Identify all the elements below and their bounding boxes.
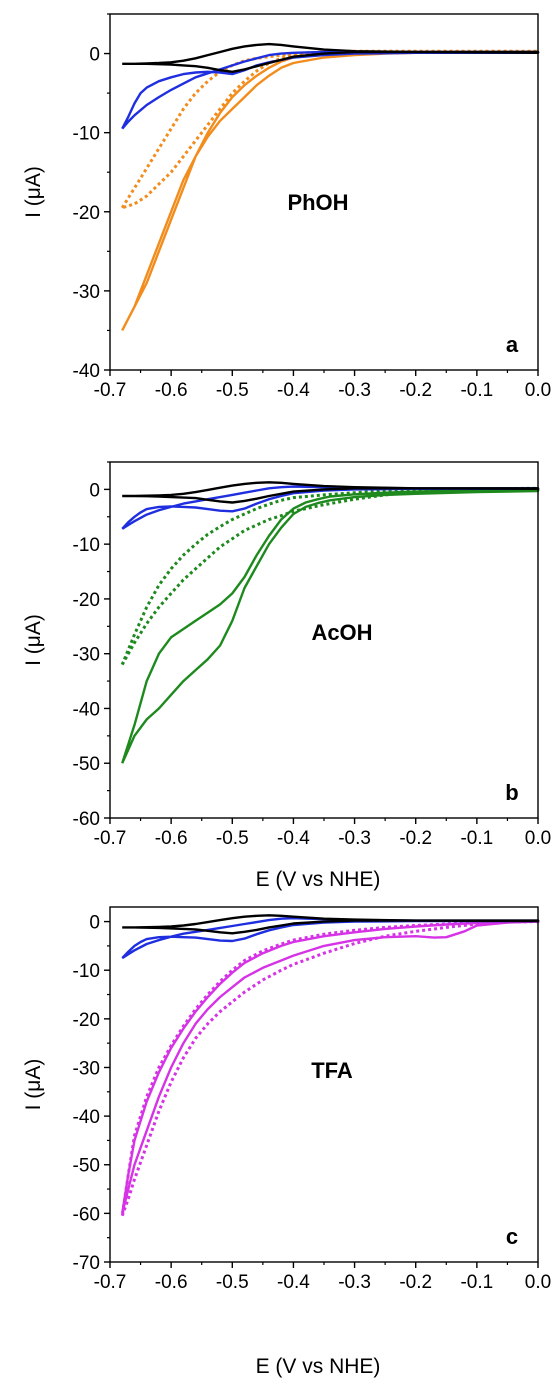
panel-a: -0.7 -0.6 -0.5 -0.4 -0.3 -0.2 -0.1 0.0 -40 -30 -20… bbox=[22, 13, 551, 401]
panel-c-x-tick-label: -0.2 bbox=[399, 1272, 432, 1293]
panel-b-x-tick-label: 0.0 bbox=[525, 828, 551, 849]
panel-c-annotation: TFA bbox=[311, 1058, 353, 1083]
panel-a-x-tick-label: -0.7 bbox=[94, 380, 127, 401]
panel-b-x-tick-label: -0.4 bbox=[277, 828, 310, 849]
panel-b-y-tick-label: 0 bbox=[89, 480, 100, 501]
panel-a-letter: a bbox=[506, 332, 519, 357]
panel-c-x-tick-label: -0.7 bbox=[94, 1272, 127, 1293]
panel-a-x-tick-label: -0.5 bbox=[216, 380, 249, 401]
panel-c-y-tick-label: -50 bbox=[73, 1156, 100, 1177]
panel-b-x-tick-label: -0.1 bbox=[460, 828, 493, 849]
panel-b-x-tick-label: -0.6 bbox=[155, 828, 188, 849]
panel-a-x-tick-label: -0.1 bbox=[460, 380, 493, 401]
panel-b-y-tick-label: -20 bbox=[73, 590, 100, 611]
panel-a-series-2-solid-line bbox=[121, 50, 540, 130]
panel-c-x-tick-label: 0.0 bbox=[525, 1272, 551, 1293]
panel-b: -0.7 -0.6 -0.5 -0.4 -0.3 -0.2 -0.1 0.0 -60 -50 -40… bbox=[22, 461, 551, 891]
panel-c-letter: c bbox=[506, 1224, 518, 1249]
panel-a-x-tick-label: -0.6 bbox=[155, 380, 188, 401]
panel-c-x-tick-label: -0.1 bbox=[460, 1272, 493, 1293]
panel-a-annotation: PhOH bbox=[287, 190, 348, 215]
panel-b-letter: b bbox=[505, 780, 518, 805]
panel-a-y-tick-label: -40 bbox=[73, 361, 100, 382]
panel-c-series-3-solid-line bbox=[122, 914, 540, 935]
panel-a-y-tick-label: -20 bbox=[73, 203, 100, 224]
panel-c-x-tick-label: -0.4 bbox=[277, 1272, 310, 1293]
panel-b-y-tick-label: -50 bbox=[73, 754, 100, 775]
panel-a-x-tick-label: -0.2 bbox=[399, 380, 432, 401]
panel-c-y-tick-label: -10 bbox=[73, 961, 100, 982]
panel-c-x-tick-label: -0.3 bbox=[338, 1272, 371, 1293]
panel-c-y-axis-title: I (μA) bbox=[22, 1059, 45, 1111]
panel-b-series-1-dotted-line bbox=[120, 486, 540, 666]
panel-b-x-tick-label: -0.3 bbox=[338, 828, 371, 849]
panel-c-y-tick-label: -40 bbox=[73, 1107, 100, 1128]
panel-c-x-tick-label: -0.5 bbox=[216, 1272, 249, 1293]
panel-b-y-axis-title: I (μA) bbox=[22, 614, 45, 666]
panel-c-y-tick-label: 0 bbox=[89, 913, 100, 934]
panel-c-frame bbox=[109, 906, 539, 1263]
panel-c-y-tick-label: -60 bbox=[73, 1204, 100, 1225]
panel-c-x-axis-title: E (V vs NHE) bbox=[256, 1355, 381, 1378]
panel-b-x-tick-label: -0.7 bbox=[94, 828, 127, 849]
panel-a-series-1-dotted-line bbox=[120, 49, 540, 210]
panel-a-y-tick-label: -30 bbox=[73, 282, 100, 303]
panel-c: -0.7 -0.6 -0.5 -0.4 -0.3 -0.2 -0.1 0.0 -70 -60 -50… bbox=[22, 906, 551, 1378]
panel-b-x-tick-label: -0.2 bbox=[399, 828, 432, 849]
panel-a-x-tick-label: 0.0 bbox=[525, 380, 551, 401]
panel-a-y-axis-title: I (μA) bbox=[22, 166, 45, 218]
panel-a-y-tick-label: -10 bbox=[73, 124, 100, 145]
panel-b-y-tick-label: -30 bbox=[73, 645, 100, 666]
panel-c-y-tick-label: -20 bbox=[73, 1010, 100, 1031]
panel-b-annotation: AcOH bbox=[311, 620, 372, 645]
panel-c-x-tick-label: -0.6 bbox=[155, 1272, 188, 1293]
panel-c-y-tick-label: -30 bbox=[73, 1058, 100, 1079]
panel-a-x-tick-label: -0.3 bbox=[338, 380, 371, 401]
panel-b-y-tick-label: -40 bbox=[73, 699, 100, 720]
panel-b-x-axis-title: E (V vs NHE) bbox=[256, 868, 381, 891]
panel-b-y-tick-label: -10 bbox=[73, 535, 100, 556]
panel-a-y-tick-label: 0 bbox=[89, 45, 100, 66]
panel-b-x-tick-label: -0.5 bbox=[216, 828, 249, 849]
panel-b-y-tick-label: -60 bbox=[73, 809, 100, 830]
panel-a-x-tick-label: -0.4 bbox=[277, 380, 310, 401]
panel-c-y-tick-label: -70 bbox=[73, 1253, 100, 1274]
